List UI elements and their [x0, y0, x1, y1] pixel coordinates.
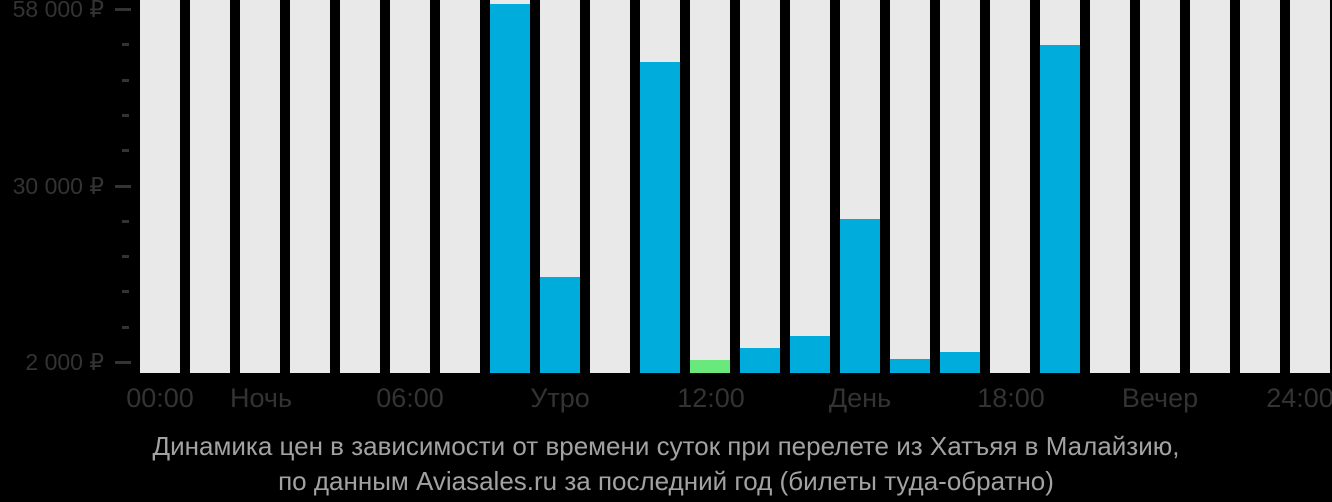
- x-axis-label: 12:00: [677, 383, 745, 413]
- bar-column: [590, 0, 630, 373]
- y-minor-tick: [122, 326, 129, 329]
- price-bar: [1040, 45, 1080, 373]
- y-axis-label: 58 000 ₽: [12, 0, 104, 22]
- bar-column: [240, 0, 280, 373]
- bar-column: [440, 0, 480, 373]
- bar-column: [140, 0, 180, 373]
- y-minor-tick: [122, 290, 129, 293]
- price-bar: [890, 359, 930, 373]
- y-minor-tick: [122, 79, 129, 82]
- bar-column: [890, 0, 930, 373]
- min-price-bar: [690, 360, 730, 373]
- bar-column: [1240, 0, 1280, 373]
- price-bar: [540, 277, 580, 373]
- bar-column: [640, 0, 680, 373]
- bar-column: [340, 0, 380, 373]
- bar-column: [790, 0, 830, 373]
- y-major-tick: [115, 361, 131, 364]
- chart-caption-line-2: по данным Aviasales.ru за последний год …: [278, 466, 1054, 496]
- y-minor-tick: [122, 114, 129, 117]
- bar-column: [1190, 0, 1230, 373]
- y-minor-tick: [122, 149, 129, 152]
- bar-column: [690, 0, 730, 373]
- bar-column: [390, 0, 430, 373]
- y-axis-label: 30 000 ₽: [12, 173, 104, 199]
- y-minor-tick: [122, 43, 129, 46]
- x-axis-label: День: [828, 383, 892, 413]
- bar-column: [740, 0, 780, 373]
- y-minor-tick: [122, 220, 129, 223]
- bar-column: [990, 0, 1030, 373]
- price-bar: [740, 348, 780, 373]
- x-axis-label: Ночь: [229, 383, 293, 413]
- x-axis-label: 24:00: [1266, 383, 1332, 413]
- bar-column: [190, 0, 230, 373]
- price-bar: [790, 336, 830, 373]
- bar-column: [540, 0, 580, 373]
- price-bar: [490, 4, 530, 373]
- bar-column: [1290, 0, 1330, 373]
- x-axis-label: 00:00: [126, 383, 194, 413]
- price-bar: [840, 219, 880, 373]
- bar-column: [940, 0, 980, 373]
- x-axis-label: 18:00: [977, 383, 1045, 413]
- y-minor-tick: [122, 255, 129, 258]
- bar-column: [490, 0, 530, 373]
- x-axis-label: Вечер: [1121, 383, 1199, 413]
- bar-column: [1140, 0, 1180, 373]
- y-axis-label: 2 000 ₽: [25, 349, 104, 375]
- bar-column: [840, 0, 880, 373]
- bar-column: [290, 0, 330, 373]
- x-axis-label: 06:00: [376, 383, 444, 413]
- y-major-tick: [115, 185, 131, 188]
- price-bar: [640, 62, 680, 373]
- x-axis-label: Утро: [530, 383, 590, 413]
- y-major-tick: [115, 8, 131, 11]
- bar-column: [1090, 0, 1130, 373]
- chart-caption-line-1: Динамика цен в зависимости от времени су…: [152, 431, 1180, 461]
- bar-column: [1040, 0, 1080, 373]
- price-bar: [940, 352, 980, 373]
